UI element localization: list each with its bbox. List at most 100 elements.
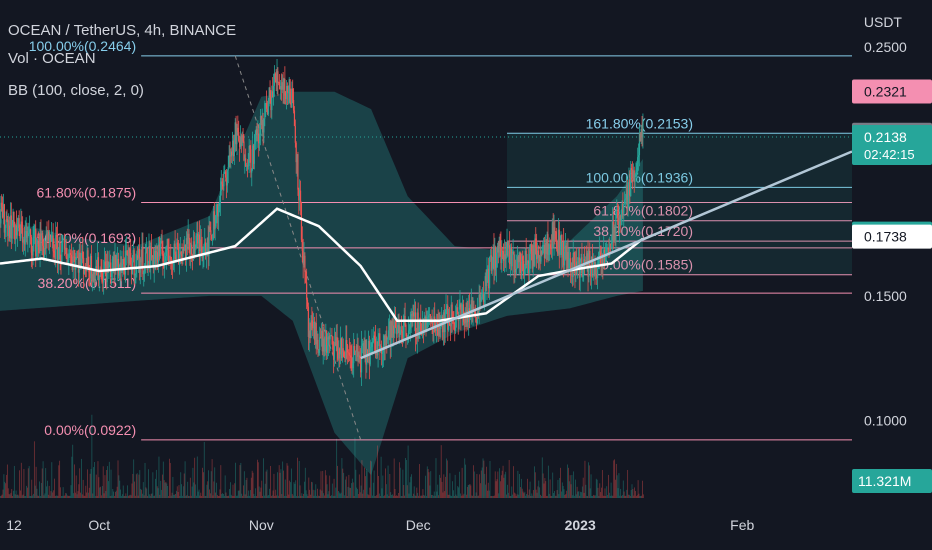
volume-bar	[201, 495, 203, 498]
volume-bar	[159, 494, 161, 498]
candle-body	[250, 149, 252, 173]
bb-legend[interactable]: BB (100, close, 2, 0)	[8, 82, 144, 99]
candle-body	[193, 241, 195, 257]
candle-body	[2, 204, 5, 218]
volume-bar	[103, 493, 105, 498]
candle-body	[140, 258, 142, 263]
candle-body	[549, 244, 551, 250]
volume-bar	[595, 495, 596, 498]
volume-bar	[107, 466, 108, 498]
volume-bar	[568, 467, 569, 498]
volume-bar	[417, 492, 419, 498]
candle-body	[620, 216, 622, 222]
volume-bar	[172, 476, 174, 498]
candle-body	[190, 244, 192, 254]
volume-bar	[21, 495, 23, 498]
candle-body	[10, 215, 12, 239]
price-axis[interactable]: 0.25000.15000.10000.23210.21470.213802:4…	[852, 39, 932, 493]
candle-body	[453, 319, 455, 330]
volume-bar	[545, 481, 547, 498]
candle-body	[99, 268, 101, 277]
candle-body	[301, 239, 303, 251]
candle-body	[230, 151, 232, 157]
candle-body	[547, 234, 549, 255]
volume-bar	[162, 461, 164, 498]
candle-body	[490, 255, 492, 271]
volume-bar	[631, 484, 633, 498]
volume-bar	[460, 495, 462, 498]
candle-body	[448, 320, 450, 330]
volume-bar	[493, 495, 494, 498]
candle-body	[138, 248, 140, 273]
candle-body	[622, 203, 624, 214]
volume-bar	[119, 480, 121, 498]
volume-bar	[603, 495, 605, 498]
volume-bar	[143, 495, 145, 498]
candle-body	[570, 258, 572, 271]
symbol-legend[interactable]: OCEAN / TetherUS, 4h, BINANCE	[8, 22, 237, 39]
volume-bar	[246, 477, 248, 498]
candle-body	[229, 155, 231, 157]
volume-bar	[614, 459, 615, 498]
candle-body	[225, 177, 228, 186]
candle-body	[267, 101, 269, 115]
candle-body	[394, 320, 396, 334]
candle-body	[110, 269, 113, 278]
candle-body	[510, 247, 512, 267]
candle-body	[18, 218, 20, 228]
candle-body	[191, 244, 193, 255]
candle-body	[58, 242, 60, 248]
volume-bar	[105, 490, 107, 498]
volume-bar	[81, 458, 82, 498]
volume-bar	[588, 465, 590, 498]
candle-body	[509, 247, 512, 265]
candle-body	[410, 314, 412, 319]
volume-bar	[194, 457, 196, 498]
candle-body	[419, 318, 421, 326]
candle-body	[515, 268, 517, 270]
volume-bar	[186, 495, 188, 498]
volume-bar	[82, 479, 84, 498]
candle-body	[70, 254, 73, 264]
volume-bar	[135, 474, 137, 498]
volume-bar	[536, 492, 538, 498]
volume-bar	[549, 479, 551, 498]
candle-body	[231, 151, 233, 156]
candle-body	[129, 248, 131, 253]
time-axis[interactable]: 12 Oct Nov Dec 2023 Feb	[6, 517, 754, 533]
volume-bar	[243, 485, 244, 498]
candle-body	[426, 322, 428, 331]
candle-body	[117, 258, 120, 276]
volume-bar	[115, 490, 117, 498]
volume-bar	[317, 488, 318, 498]
candle-body	[42, 235, 44, 246]
candle-body	[599, 251, 601, 253]
volume-legend[interactable]: Vol · OCEAN	[8, 50, 96, 67]
volume-bar	[323, 493, 325, 498]
candle-body	[506, 242, 508, 256]
volume-bar	[322, 470, 324, 498]
time-tick-label: Nov	[249, 517, 274, 533]
volume-bar	[534, 472, 536, 498]
candle-body	[344, 357, 346, 359]
volume-bar	[93, 467, 95, 498]
volume-bar	[565, 493, 567, 498]
candle-body	[534, 238, 536, 266]
volume-bar	[303, 493, 304, 498]
candle-body	[311, 320, 313, 327]
volume-bar	[315, 484, 317, 498]
volume-bar	[606, 486, 608, 498]
volume-bar	[452, 481, 453, 498]
candle-body	[618, 215, 620, 234]
candle-body	[610, 242, 613, 245]
volume-bar	[189, 477, 191, 498]
candle-body	[464, 316, 466, 324]
candle-body	[447, 305, 449, 330]
candle-body	[569, 258, 571, 260]
candle-body	[489, 255, 492, 257]
volume-bar	[230, 494, 232, 498]
volume-bar	[516, 494, 518, 498]
candle-body	[459, 304, 461, 308]
candle-body	[20, 221, 22, 239]
